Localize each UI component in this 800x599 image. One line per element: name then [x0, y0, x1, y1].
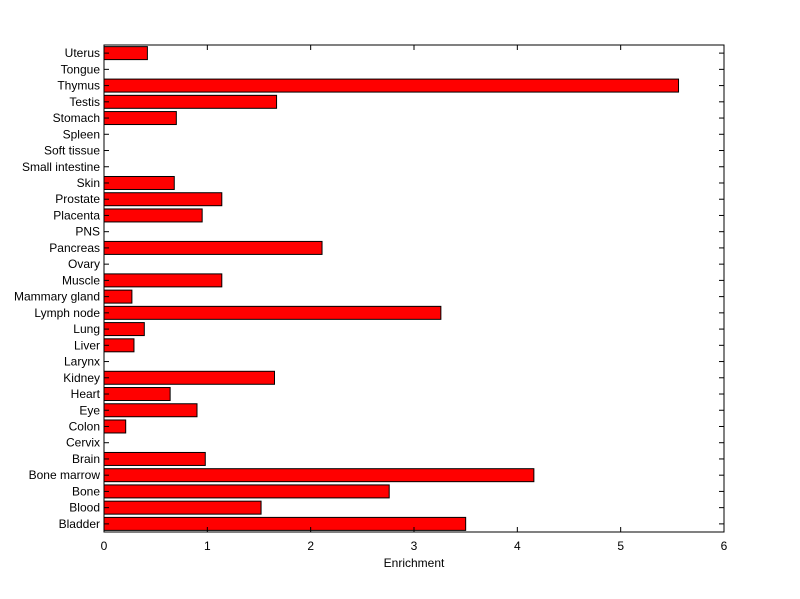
bar-skin: [103, 175, 175, 190]
y-tick-label: Blood: [69, 501, 100, 515]
bar-brain: [103, 451, 206, 466]
y-tick-label: Ovary: [68, 257, 100, 271]
x-tick-label: 3: [411, 539, 418, 553]
y-tick-label: Soft tissue: [44, 144, 100, 158]
y-tick-label: Testis: [69, 95, 100, 109]
y-tick-label: PNS: [75, 225, 100, 239]
bar-bone-marrow: [103, 468, 535, 483]
y-tick-label: Tongue: [61, 62, 101, 76]
y-tick-label: Small intestine: [22, 160, 100, 174]
y-tick-label: Lung: [73, 322, 100, 336]
bar-blood: [103, 500, 262, 515]
bar-bladder: [103, 516, 467, 531]
x-tick-label: 2: [307, 539, 314, 553]
y-tick-label: Thymus: [57, 79, 100, 93]
y-tick-label: Skin: [77, 176, 100, 190]
plot-area: [104, 45, 724, 532]
bar-bone: [103, 484, 390, 499]
bar-heart: [103, 387, 171, 402]
y-tick-label: Prostate: [55, 192, 100, 206]
bar-thymus: [103, 78, 680, 93]
bar-kidney: [103, 370, 275, 385]
x-tick-label: 0: [101, 539, 108, 553]
y-tick-label: Placenta: [53, 208, 100, 222]
y-tick-label: Eye: [79, 403, 100, 417]
y-tick-label: Muscle: [62, 273, 100, 287]
y-tick-label: Cervix: [66, 436, 100, 450]
y-tick-label: Pancreas: [49, 241, 100, 255]
y-tick-label: Liver: [74, 338, 100, 352]
y-tick-label: Lymph node: [34, 306, 100, 320]
bar-placenta: [103, 208, 203, 223]
bar-muscle: [103, 273, 223, 288]
x-tick-label: 1: [204, 539, 211, 553]
y-tick-label: Kidney: [63, 371, 100, 385]
bar-pancreas: [103, 240, 323, 255]
bar-lung: [103, 322, 145, 337]
y-tick-label: Brain: [72, 452, 100, 466]
bar-uterus: [103, 46, 148, 61]
x-axis-label: Enrichment: [384, 556, 445, 570]
y-tick-label: Mammary gland: [14, 290, 100, 304]
bar-stomach: [103, 111, 177, 126]
bar-eye: [103, 403, 198, 418]
y-tick-label: Larynx: [64, 355, 100, 369]
y-tick-label: Uterus: [65, 46, 100, 60]
y-tick-label: Stomach: [53, 111, 100, 125]
y-tick-label: Colon: [69, 419, 100, 433]
bar-lymph-node: [103, 305, 442, 320]
x-tick-label: 5: [617, 539, 624, 553]
y-tick-label: Bladder: [59, 517, 100, 531]
y-tick-label: Heart: [71, 387, 101, 401]
bar-prostate: [103, 192, 223, 207]
plot-frame: [103, 44, 725, 533]
y-tick-label: Spleen: [63, 127, 100, 141]
x-tick-label: 6: [721, 539, 728, 553]
ticks-group: Uterus Tongue Thymus Testis Stomach Spleen Sof…: [14, 45, 728, 553]
bar-testis: [103, 94, 278, 109]
y-tick-label: Bone: [72, 484, 100, 498]
y-tick-label: Bone marrow: [29, 468, 101, 482]
x-tick-label: 4: [514, 539, 521, 553]
